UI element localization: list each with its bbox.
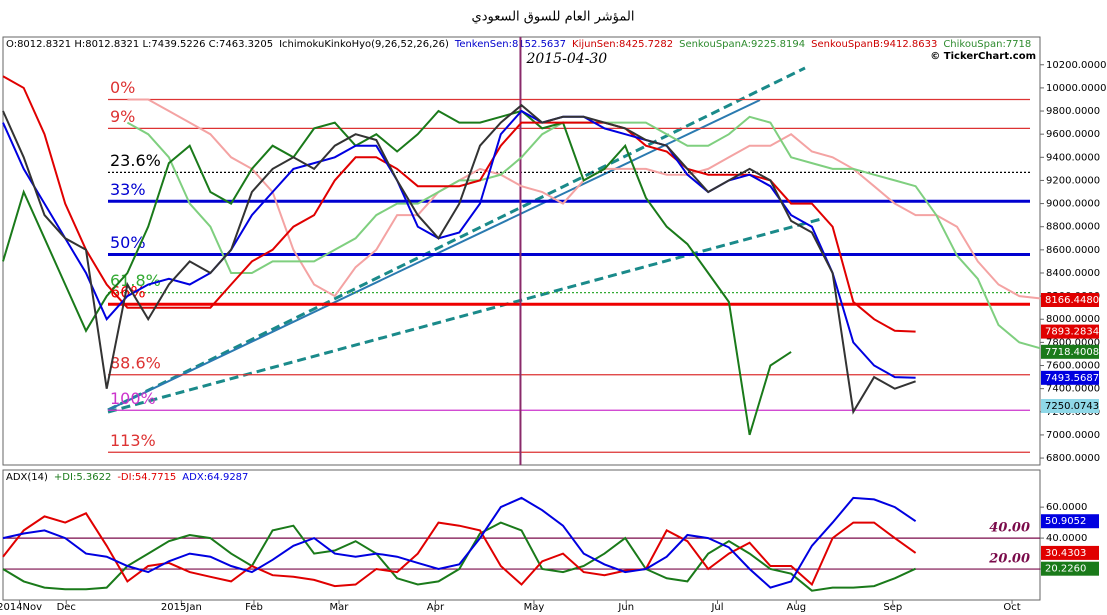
x-tick-label: Jun — [617, 602, 634, 613]
trend-line — [107, 216, 826, 414]
y-tick-label: 40.0000 — [1046, 533, 1087, 544]
x-tick-label: Apr — [427, 602, 445, 613]
x-tick-label: Feb — [245, 602, 263, 613]
level-label: 23.6% — [110, 151, 161, 170]
level-label: 113% — [110, 431, 156, 450]
series-line — [2, 103, 916, 415]
x-tick-label: Dec — [57, 602, 76, 613]
price-tag — [1041, 561, 1099, 576]
series-line — [2, 512, 917, 588]
y-tick-label: 7600.0000 — [1046, 361, 1100, 372]
y-tick-label: 8400.0000 — [1046, 268, 1100, 279]
y-tick-label: 9400.0000 — [1046, 152, 1100, 163]
y-tick-label: 9800.0000 — [1046, 106, 1100, 117]
y-tick-label: 60.0000 — [1046, 502, 1087, 513]
price-tag-label: 7893.2834 — [1045, 327, 1099, 338]
level-label: 40.00 — [989, 521, 1030, 536]
x-tick-label: Sep — [883, 602, 902, 613]
y-tick-label: 8600.0000 — [1046, 245, 1100, 256]
price-tag — [1041, 292, 1099, 307]
price-tag-label: 50.9052 — [1045, 516, 1086, 527]
price-tag — [1041, 514, 1099, 529]
header-text: -DI:54.7715 — [117, 472, 176, 483]
series-line — [2, 521, 917, 592]
price-tag — [1041, 398, 1099, 413]
y-tick-label: 10200.0000 — [1046, 60, 1106, 71]
price-tag — [1041, 324, 1099, 339]
date-marker-label: 2015-04-30 — [525, 51, 607, 67]
y-tick-label: 9000.0000 — [1046, 199, 1100, 210]
price-tag — [1041, 344, 1099, 359]
chart-title: المؤشر العام للسوق السعودي — [472, 10, 635, 25]
trend-line — [107, 66, 806, 412]
level-label: 33% — [110, 180, 146, 199]
header-text: ADX:64.9287 — [182, 472, 248, 483]
y-tick-label: 10000.0000 — [1046, 83, 1106, 94]
price-tag-label: 30.4303 — [1045, 548, 1086, 559]
header-text: SenkouSpanB:9412.8633 — [811, 39, 937, 50]
header-text: ChikouSpan:7718 — [943, 39, 1031, 50]
price-tag-label: 7493.5687 — [1045, 373, 1099, 384]
copyright: © TickerChart.com — [930, 51, 1036, 62]
header-text: TenkenSen:8152.5637 — [454, 39, 566, 50]
series-line — [2, 109, 792, 436]
header-text: +DI:5.3622 — [54, 472, 111, 483]
x-tick-label: Jul — [710, 602, 723, 613]
header-text: SenkouSpanA:9225.8194 — [679, 39, 805, 50]
level-label: 0% — [110, 78, 135, 97]
price-tag-label: 7250.0743 — [1045, 401, 1099, 412]
x-tick-label: May — [524, 602, 545, 613]
x-tick-label: 2015Jan — [161, 602, 202, 613]
price-tag-label: 20.2260 — [1045, 564, 1086, 575]
series-line — [2, 496, 917, 589]
price-tag-label: 8166.4480 — [1045, 295, 1099, 306]
header-text: ADX(14) — [6, 472, 48, 483]
y-tick-label: 7400.0000 — [1046, 384, 1100, 395]
series-line — [2, 109, 916, 379]
x-tick-label: 2014Nov — [0, 602, 42, 613]
header-text: O:8012.8321 H:8012.8321 L:7439.5226 C:74… — [6, 39, 273, 50]
price-tag — [1041, 370, 1099, 385]
price-panel — [2, 36, 1041, 466]
header-text: KijunSen:8425.7282 — [572, 39, 673, 50]
header-text: IchimokuKinkoHyo(9,26,52,26,26) — [279, 39, 449, 50]
level-label: 50% — [110, 233, 146, 252]
x-tick-label: Mar — [330, 602, 350, 613]
y-tick-label: 7800.0000 — [1046, 337, 1100, 348]
y-tick-label: 8800.0000 — [1046, 222, 1100, 233]
x-tick-label: Aug — [787, 602, 807, 613]
price-tag — [1041, 545, 1099, 560]
y-tick-label: 9200.0000 — [1046, 175, 1100, 186]
adx-panel — [2, 469, 1041, 601]
price-tag-label: 7718.4008 — [1045, 347, 1099, 358]
y-tick-label: 7000.0000 — [1046, 430, 1100, 441]
y-tick-label: 8000.0000 — [1046, 314, 1100, 325]
y-tick-label: 6800.0000 — [1046, 453, 1100, 464]
level-label: 9% — [110, 107, 135, 126]
level-label: 100% — [110, 389, 156, 408]
y-tick-label: 9600.0000 — [1046, 129, 1100, 140]
level-label: 20.00 — [988, 552, 1030, 567]
x-tick-label: Oct — [1003, 602, 1020, 613]
level-label: 88.6% — [110, 353, 161, 372]
